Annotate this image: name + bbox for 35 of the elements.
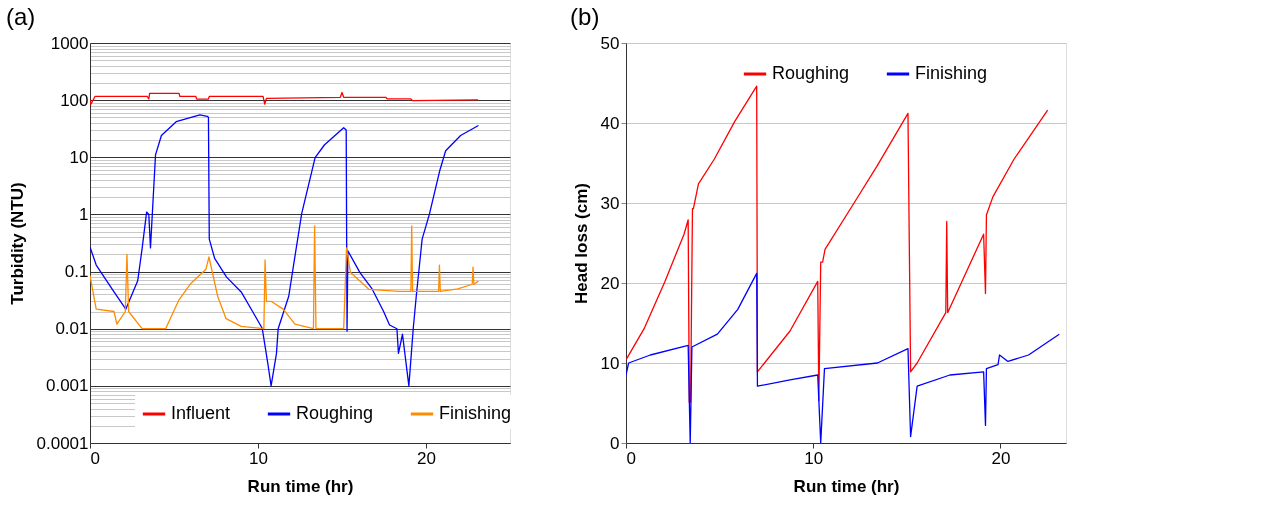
y-tick-label: 20 (600, 273, 620, 293)
x-axis-title: Run time (hr) (247, 476, 354, 496)
line-series (90, 91, 479, 105)
legend-label: Roughing (296, 403, 374, 423)
y-tick-label: 1 (79, 204, 89, 224)
y-tick-label: 100 (60, 90, 89, 110)
y-tick-label: 1000 (50, 33, 89, 53)
legend-label: Finishing (915, 63, 988, 83)
line-series (626, 85, 1049, 403)
line-series (90, 225, 480, 330)
legend-label: Influent (171, 403, 231, 423)
line-series (90, 114, 480, 387)
legend-label: Finishing (439, 403, 512, 423)
y-tick-label: 50 (600, 33, 620, 53)
y-axis-title: Head loss (cm) (571, 183, 591, 304)
x-tick-label: 20 (417, 448, 436, 468)
y-tick-label: 0 (610, 433, 620, 453)
y-tick-label: 30 (600, 193, 620, 213)
y-axis-title: Turbidity (NTU) (7, 182, 27, 305)
y-tick-label: 0.0001 (36, 433, 89, 453)
y-tick-label: 10 (69, 147, 89, 167)
chart-title: (a) (6, 3, 36, 30)
chart-title: (b) (570, 3, 600, 30)
x-axis-title: Run time (hr) (793, 476, 900, 496)
legend-label: Roughing (772, 63, 850, 83)
x-tick-label: 10 (804, 448, 824, 468)
x-tick-label: 0 (626, 448, 636, 468)
y-tick-label: 0.01 (55, 319, 89, 339)
x-tick-label: 20 (991, 448, 1011, 468)
y-tick-label: 0.001 (45, 376, 89, 396)
y-tick-label: 10 (600, 353, 620, 373)
x-tick-label: 10 (249, 448, 268, 468)
line-series (626, 272, 1060, 443)
y-tick-label: 0.1 (64, 262, 89, 282)
y-tick-label: 40 (600, 113, 620, 133)
